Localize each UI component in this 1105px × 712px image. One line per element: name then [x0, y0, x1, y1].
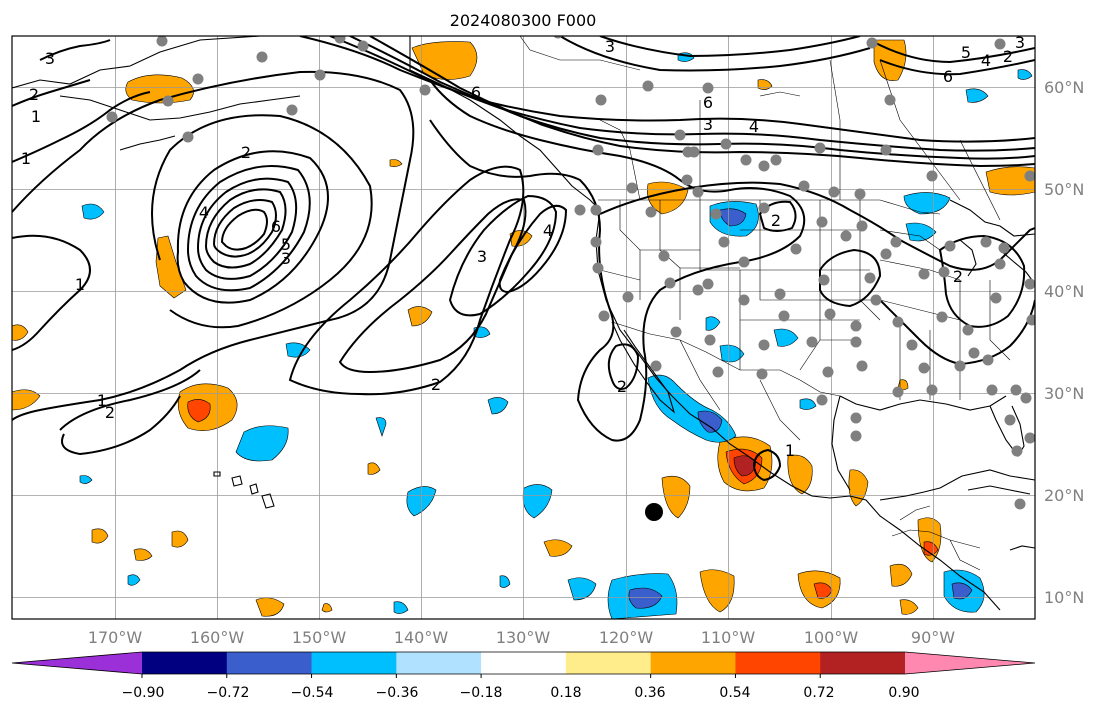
contour-label: 2	[1003, 47, 1013, 66]
contour-label: 2	[29, 85, 39, 104]
colorbar-segment	[311, 652, 397, 674]
contour-label: 3	[281, 249, 291, 268]
contour-label: 1	[21, 149, 31, 168]
lat-label: 20°N	[1044, 486, 1084, 505]
lat-label: 50°N	[1044, 180, 1084, 199]
colorbar-tick-label: 0.54	[719, 685, 750, 701]
lon-label: 140°W	[394, 628, 449, 647]
contour-label: 5	[961, 43, 971, 62]
anomaly-shading	[12, 39, 1035, 619]
colorbar-segment	[396, 652, 482, 674]
colorbar-segment	[820, 652, 906, 674]
contour-label: 6	[943, 67, 953, 86]
colorbar-labels: −0.90 −0.72 −0.54 −0.36 −0.18 0.18 0.36 …	[122, 685, 920, 701]
contour-label: 2	[431, 375, 441, 394]
lon-label: 160°W	[190, 628, 245, 647]
lon-label: 130°W	[496, 628, 551, 647]
contour-label: 4	[981, 51, 991, 70]
lat-label: 60°N	[1044, 78, 1084, 97]
colorbar-tick-label: 0.72	[803, 685, 834, 701]
colorbar	[11, 651, 1036, 678]
colorbar-segment	[735, 652, 821, 674]
lat-label: 30°N	[1044, 384, 1084, 403]
station-markers	[106, 36, 1035, 510]
contour-label: 6	[471, 83, 481, 102]
latitude-labels: 60°N 50°N 40°N 30°N 20°N 10°N	[1044, 78, 1084, 607]
map-content: 3 2 1 1 2 4 6 3 5 1 3 4 2 2 1 6 3 4 6 2 …	[12, 33, 1035, 619]
colorbar-tick-label: −0.18	[460, 685, 503, 701]
colorbar-tick-label: 0.90	[888, 685, 919, 701]
lon-label: 90°W	[911, 628, 955, 647]
longitude-labels: 170°W 160°W 150°W 140°W 130°W 120°W 110°…	[88, 628, 955, 647]
contour-label: 4	[543, 221, 553, 240]
colorbar-tick-label: −0.90	[122, 685, 165, 701]
contour-label: 4	[199, 203, 209, 222]
contour-label: 3	[45, 49, 55, 68]
colorbar-segment	[142, 652, 228, 674]
contour-label: 2	[617, 377, 627, 396]
colorbar-segment	[481, 652, 567, 674]
contour-label: 2	[105, 403, 115, 422]
contour-labels: 3 2 1 1 2 4 6 3 5 1 3 4 2 2 1 6 3 4 6 2 …	[21, 33, 1025, 460]
contour-label: 3	[477, 247, 487, 266]
lon-label: 170°W	[88, 628, 143, 647]
contour-label: 3	[605, 37, 615, 56]
coastlines	[12, 36, 1035, 611]
contour-label: 6	[703, 93, 713, 112]
colorbar-segment	[565, 652, 652, 674]
lon-label: 120°W	[599, 628, 654, 647]
contour-label: 3	[703, 115, 713, 134]
colorbar-extend-max	[905, 652, 1035, 674]
contour-label: 5	[281, 235, 291, 254]
contour-label: 2	[771, 211, 781, 230]
map-border	[11, 35, 1036, 620]
contour-label: 1	[97, 391, 107, 410]
lat-label: 40°N	[1044, 282, 1084, 301]
lat-label: 10°N	[1044, 588, 1084, 607]
lon-label: 110°W	[701, 628, 756, 647]
figure-title: 2024080300 F000	[450, 11, 597, 30]
colorbar-extend-min	[12, 652, 142, 674]
colorbar-tick-label: −0.36	[376, 685, 419, 701]
contour-label: 3	[1015, 33, 1025, 52]
contour-label: 1	[31, 107, 41, 126]
colorbar-tick-label: 0.18	[550, 685, 581, 701]
contour-label: 2	[241, 143, 251, 162]
colorbar-tick-label: −0.72	[207, 685, 250, 701]
contour-lines	[12, 36, 1035, 482]
colorbar-tick-label: −0.54	[291, 685, 334, 701]
contour-label: 2	[953, 267, 963, 286]
lon-label: 100°W	[804, 628, 859, 647]
colorbar-segment	[226, 652, 313, 674]
colorbar-segment	[650, 652, 736, 674]
contour-label: 1	[785, 441, 795, 460]
storm-center-marker	[645, 503, 663, 521]
contour-label: 1	[75, 275, 85, 294]
colorbar-tick-label: 0.36	[634, 685, 665, 701]
contour-label: 4	[749, 117, 759, 136]
lon-label: 150°W	[292, 628, 347, 647]
contour-label: 6	[271, 217, 281, 236]
